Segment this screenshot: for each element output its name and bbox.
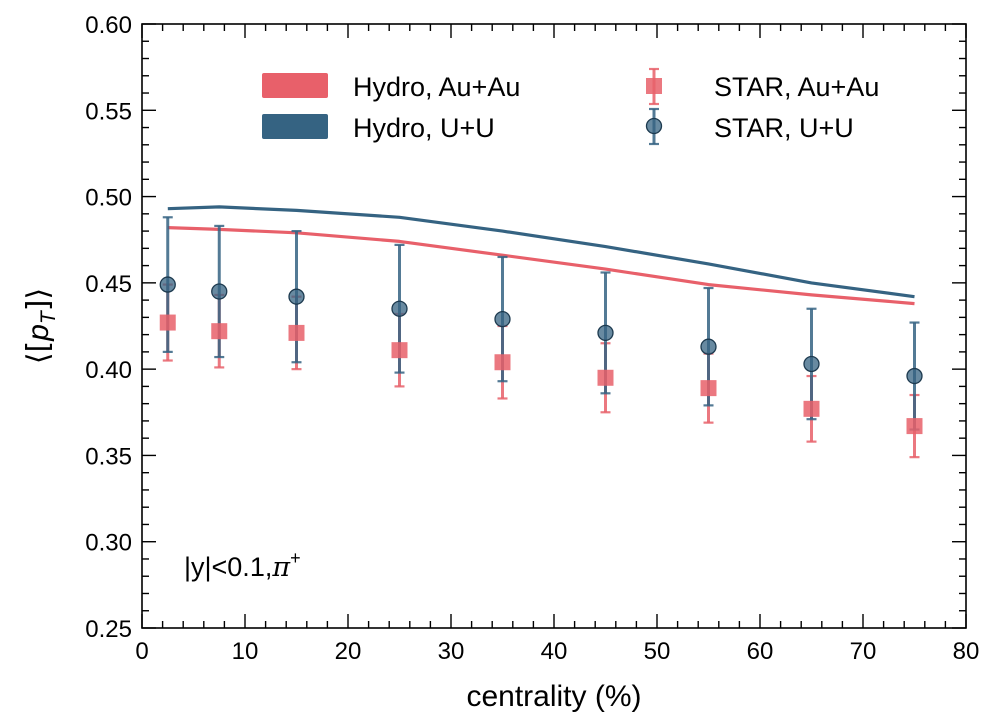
legend-label-star-auau: STAR, Au+Au	[714, 72, 879, 102]
data-point	[211, 323, 228, 340]
legend-swatch-hydro-uu	[262, 114, 328, 139]
y-tick-label: 0.45	[85, 271, 132, 298]
x-tick-label: 60	[747, 638, 774, 665]
x-tick-label: 20	[335, 638, 362, 665]
data-point	[159, 314, 176, 331]
data-point	[159, 276, 176, 293]
tick-labels: 0 10 20 30 40 50 60 70 80 0.25 0.30 0.35 0.40 0.45 0.5…	[85, 12, 979, 665]
legend-marker	[645, 117, 663, 135]
legend-label-hydro-uu: Hydro, U+U	[353, 113, 495, 143]
y-tick-label: 0.55	[85, 98, 132, 125]
data-point	[906, 367, 923, 385]
x-tick-label: 40	[541, 638, 568, 665]
legend-marker-star-uu	[645, 107, 663, 146]
data-point	[391, 342, 408, 359]
x-tick-label: 80	[953, 638, 980, 665]
y-tick-label: 0.50	[85, 185, 132, 212]
data-point	[288, 288, 305, 305]
data-point	[494, 310, 511, 328]
x-tick-label: 50	[644, 638, 671, 665]
y-axis-bracket-left: ⟨[	[21, 341, 56, 364]
series-line	[167, 226, 915, 306]
data-point	[391, 300, 408, 317]
plot-area	[159, 205, 923, 459]
y-tick-label: 0.35	[85, 443, 132, 470]
series-line	[167, 205, 915, 299]
y-tick-label: 0.30	[85, 530, 132, 557]
data-point	[494, 354, 511, 371]
legend-marker	[646, 78, 662, 94]
x-tick-label: 30	[438, 638, 465, 665]
data-point	[597, 369, 614, 386]
y-axis-title: ⟨[pT]⟩	[21, 288, 60, 364]
annotation-particle: π	[271, 552, 291, 583]
x-axis-title: centrality (%)	[466, 680, 641, 713]
x-tick-label: 70	[850, 638, 877, 665]
y-tick-label: 0.40	[85, 357, 132, 384]
plot-frame	[141, 23, 967, 629]
data-point	[906, 418, 923, 435]
annotation: |y|<0.1,π+	[184, 548, 301, 583]
legend-marker-star-auau	[646, 67, 662, 106]
annotation-charge: +	[290, 548, 301, 568]
legend: Hydro, Au+Au Hydro, U+U STAR, Au+Au STAR…	[262, 67, 879, 146]
svg-text:⟨[pT]⟩: ⟨[pT]⟩	[21, 288, 60, 364]
y-tick-label: 0.60	[85, 12, 132, 39]
data-point	[597, 324, 614, 342]
y-tick-label: 0.25	[85, 616, 132, 643]
y-axis-subscript: T	[37, 309, 60, 324]
x-tick-label: 10	[232, 638, 259, 665]
y-axis-symbol: p	[22, 324, 55, 342]
y-axis-bracket-right: ]⟩	[21, 288, 56, 311]
data-point	[803, 400, 820, 417]
data-point	[211, 283, 228, 300]
data-point	[803, 355, 820, 373]
data-point	[700, 380, 717, 397]
data-point	[288, 324, 305, 341]
annotation-text: |y|<0.1,	[184, 552, 272, 582]
x-tick-label: 0	[135, 638, 148, 665]
data-point	[700, 338, 717, 355]
legend-swatch-hydro-auau	[262, 73, 328, 98]
legend-label-star-uu: STAR, U+U	[714, 113, 854, 143]
legend-label-hydro-auau: Hydro, Au+Au	[353, 72, 520, 102]
